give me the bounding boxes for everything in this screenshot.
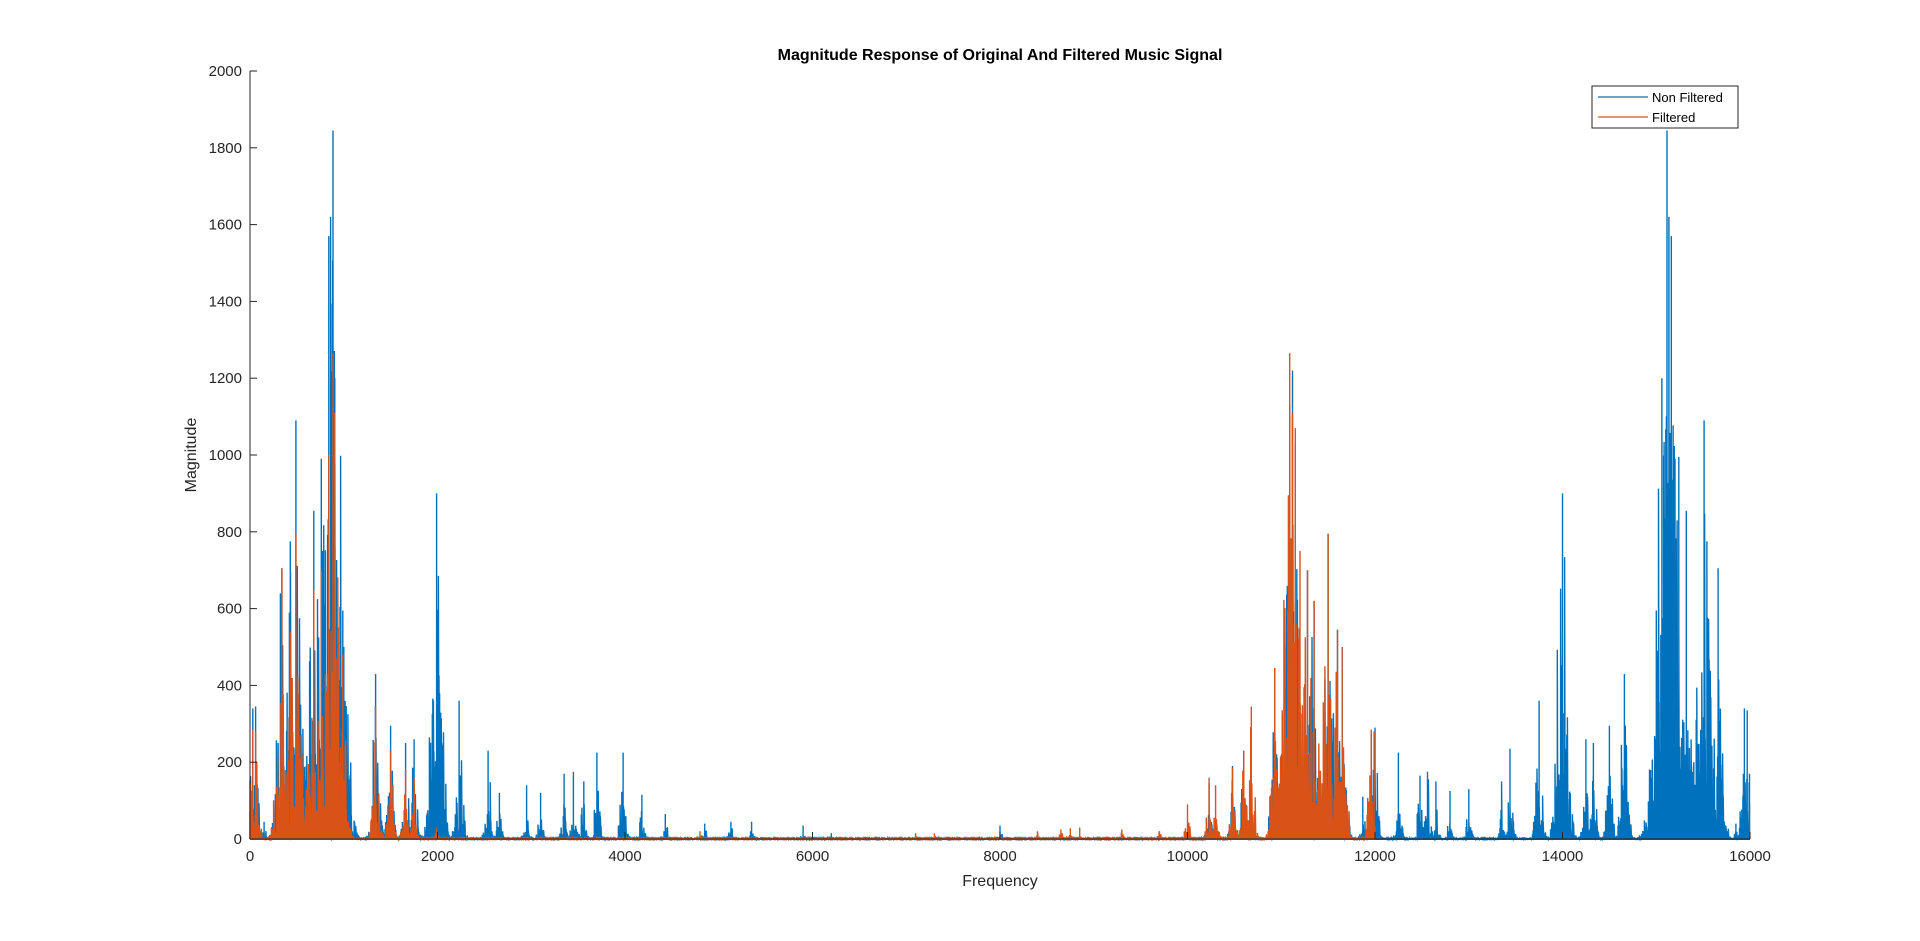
x-tick-label: 2000 (421, 848, 454, 865)
x-tick-label: 12000 (1354, 848, 1396, 865)
x-tick-label: 6000 (796, 848, 829, 865)
x-ticks: 0 2000 4000 6000 8000 10000 12000 14000 16000 (246, 832, 1771, 865)
y-ticks: 0 200 400 600 800 1000 1200 1400 1600 1800 2000 (209, 63, 257, 848)
x-axis-label: Frequency (962, 873, 1038, 890)
y-tick-label: 1600 (209, 217, 242, 234)
x-tick-label: 0 (246, 848, 254, 865)
y-tick-label: 200 (217, 754, 242, 771)
legend-label-non-filtered: Non Filtered (1652, 90, 1723, 105)
legend: Non Filtered Filtered (1591, 85, 1739, 129)
y-tick-label: 600 (217, 601, 242, 618)
y-tick-label: 400 (217, 677, 242, 694)
x-tick-label: 4000 (608, 848, 641, 865)
y-tick-label: 1800 (209, 140, 242, 157)
x-tick-label: 10000 (1167, 848, 1209, 865)
y-tick-label: 0 (234, 831, 242, 848)
chart-title: Magnitude Response of Original And Filte… (778, 47, 1223, 64)
legend-box (1591, 85, 1739, 129)
x-tick-label: 16000 (1729, 848, 1771, 865)
y-tick-label: 800 (217, 524, 242, 541)
x-tick-label: 14000 (1542, 848, 1584, 865)
y-tick-label: 1200 (209, 370, 242, 387)
legend-label-filtered: Filtered (1652, 110, 1695, 125)
y-tick-label: 2000 (209, 63, 242, 80)
x-tick-label: 8000 (983, 848, 1016, 865)
plot-area (250, 71, 1750, 839)
y-tick-label: 1400 (209, 293, 242, 310)
y-axis-label: Magnitude (183, 418, 200, 493)
y-tick-label: 1000 (209, 447, 242, 464)
